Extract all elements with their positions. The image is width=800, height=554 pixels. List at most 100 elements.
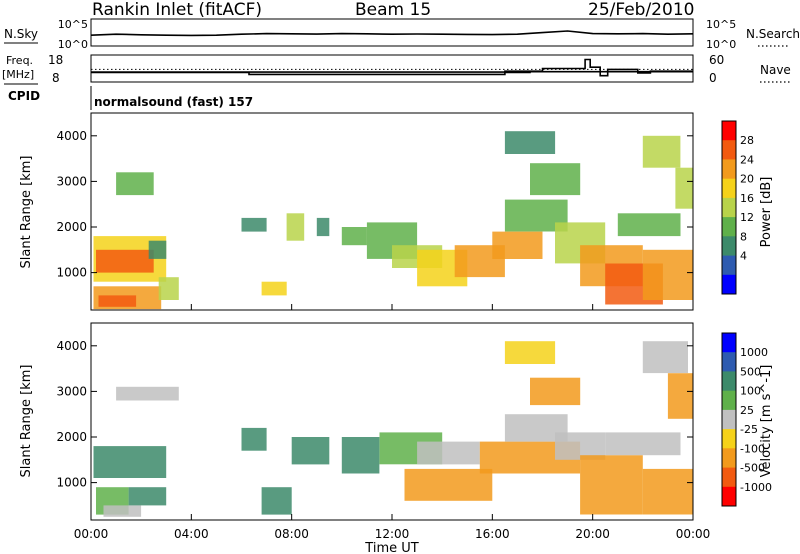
data-patch	[675, 167, 693, 209]
colorbar-tick-label: 28	[740, 134, 754, 147]
freq-label: Freq.	[6, 54, 33, 67]
velocity-colorbar: 1000 500 100 25 -25 -100 -500 -1000	[721, 332, 772, 507]
y-tick-label: 3000	[56, 174, 87, 188]
data-patch	[158, 277, 179, 300]
data-patch	[341, 437, 380, 474]
colorbar-swatch	[722, 255, 736, 276]
data-patch	[261, 281, 287, 296]
colorbar-swatch	[722, 486, 736, 507]
time-xlabel: Time UT	[364, 541, 418, 554]
colorbar-swatch	[722, 409, 736, 430]
power-y-axis: 1000 2000 3000 4000	[56, 129, 693, 280]
colorbar-tick-label: 24	[740, 153, 754, 166]
freq-tick-top: 18	[48, 53, 63, 67]
colorbar-swatch	[722, 197, 736, 218]
nsearch-tick-bottom: 10^0	[706, 38, 736, 51]
nave-label: Nave	[760, 63, 791, 77]
x-tick-label: 08:00	[274, 527, 309, 541]
y-tick-label: 3000	[56, 384, 87, 398]
data-patch	[316, 217, 330, 237]
data-patch	[504, 341, 556, 364]
station-title: Rankin Inlet (fitACF)	[92, 0, 263, 20]
velocity-panel: 1000 2000 3000 4000 00:00 04:00 08:00 12:00 16:…	[19, 304, 774, 554]
data-patch	[286, 213, 305, 241]
data-patch	[116, 386, 179, 401]
data-patch	[530, 377, 581, 406]
y-tick-label: 1000	[56, 266, 87, 280]
colorbar-swatch	[722, 448, 736, 468]
data-patch	[580, 455, 643, 515]
colorbar-tick-label: 12	[740, 211, 754, 224]
data-patch	[341, 227, 367, 246]
cpid-annotation: normalsound (fast) 157	[94, 95, 253, 109]
data-patch	[530, 163, 581, 196]
data-patch	[98, 295, 137, 307]
x-tick-label: 16:00	[475, 527, 510, 541]
velocity-y-axis: 1000 2000 3000 4000	[56, 339, 693, 490]
time-x-axis: 00:00 04:00 08:00 12:00 16:00 20:00 00:00	[74, 304, 711, 541]
nsky-tick-bottom: 10^0	[58, 38, 88, 51]
x-tick-label: 12:00	[375, 527, 410, 541]
power-panel: 1000 2000 3000 4000 Slant Range [km] 28 24 20…	[19, 112, 774, 311]
colorbar-swatch	[722, 333, 736, 353]
nsky-panel: N.Sky 10^5 10^0 10^5 10^0 N.Search	[4, 18, 800, 51]
colorbar-tick-label: -25	[740, 423, 758, 436]
velocity-ylabel: Slant Range [km]	[19, 365, 34, 478]
x-tick-label: 04:00	[174, 527, 209, 541]
colorbar-tick-label: -1000	[740, 481, 772, 494]
date-title: 25/Feb/2010	[588, 0, 695, 20]
cpid-label: CPID	[8, 89, 40, 103]
colorbar-swatch	[722, 429, 736, 449]
data-patch	[417, 441, 480, 465]
cpid-panel: CPID normalsound (fast) 157	[8, 86, 253, 110]
data-patch	[103, 505, 142, 517]
colorbar-tick-label: 8	[740, 230, 747, 243]
colorbar-swatch	[722, 352, 736, 372]
colorbar-swatch	[722, 236, 736, 256]
colorbar-swatch	[722, 467, 736, 488]
colorbar-swatch	[722, 371, 736, 392]
data-patch	[241, 217, 267, 232]
data-patch	[492, 231, 543, 259]
data-patch	[93, 446, 167, 478]
nsearch-label: N.Search	[746, 27, 800, 41]
colorbar-swatch	[722, 217, 736, 237]
data-patch	[291, 437, 330, 465]
nave-tick-bottom: 0	[709, 71, 717, 85]
velocity-colorbar-label: Velocity [m s^-1]	[759, 365, 774, 478]
colorbar-tick-label: 16	[740, 192, 754, 205]
colorbar-tick-label: 4	[740, 250, 747, 263]
x-tick-label: 20:00	[575, 527, 610, 541]
y-tick-label: 2000	[56, 220, 87, 234]
data-patch	[617, 213, 681, 237]
data-patch	[261, 487, 292, 515]
power-colorbar-label: Power [dB]	[759, 177, 774, 248]
colorbar-tick-label: 1000	[740, 346, 768, 359]
colorbar-swatch	[722, 159, 736, 180]
y-tick-label: 4000	[56, 339, 87, 353]
data-patch	[116, 172, 154, 196]
colorbar-swatch	[722, 121, 736, 141]
nsearch-tick-top: 10^5	[706, 18, 736, 31]
data-patch	[642, 341, 688, 374]
x-tick-label: 00:00	[74, 527, 109, 541]
data-patch	[642, 135, 681, 168]
nave-tick-top: 60	[709, 53, 724, 67]
data-patch	[642, 468, 693, 515]
data-patch	[504, 131, 556, 154]
colorbar-swatch	[722, 274, 736, 295]
freq-tick-bottom: 8	[52, 71, 60, 85]
y-tick-label: 1000	[56, 476, 87, 490]
power-ylabel: Slant Range [km]	[19, 156, 34, 269]
data-patch	[404, 468, 493, 501]
y-tick-label: 2000	[56, 430, 87, 444]
colorbar-tick-label: 25	[740, 404, 754, 417]
data-patch	[96, 249, 154, 273]
x-tick-label: 00:00	[676, 527, 711, 541]
data-patch	[642, 249, 693, 300]
colorbar-tick-label: -500	[740, 462, 765, 475]
nave-series-line	[91, 58, 693, 77]
data-patch	[128, 487, 167, 506]
data-patch	[605, 432, 681, 456]
